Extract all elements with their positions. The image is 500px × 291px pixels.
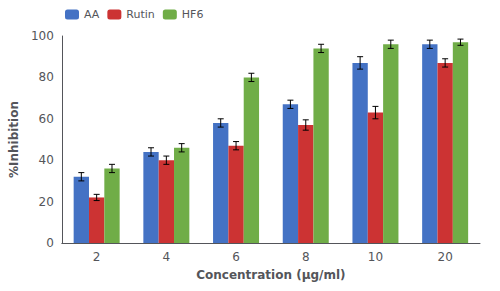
svg-text:80: 80 (39, 70, 54, 84)
svg-text:6: 6 (232, 250, 240, 264)
svg-text:20: 20 (39, 195, 54, 209)
svg-text:100: 100 (31, 29, 54, 43)
svg-text:AA: AA (84, 8, 100, 21)
svg-text:60: 60 (39, 112, 54, 126)
svg-text:Concentration (µg/ml): Concentration (µg/ml) (196, 268, 345, 282)
svg-text:40: 40 (39, 153, 54, 167)
svg-text:0: 0 (46, 236, 54, 250)
svg-text:%Inhibition: %Inhibition (7, 101, 21, 178)
svg-text:8: 8 (302, 250, 310, 264)
svg-text:20: 20 (438, 250, 453, 264)
svg-text:Rutin: Rutin (126, 8, 154, 21)
svg-text:2: 2 (93, 250, 101, 264)
svg-text:HF6: HF6 (182, 8, 204, 21)
svg-text:10: 10 (368, 250, 383, 264)
svg-text:4: 4 (163, 250, 171, 264)
